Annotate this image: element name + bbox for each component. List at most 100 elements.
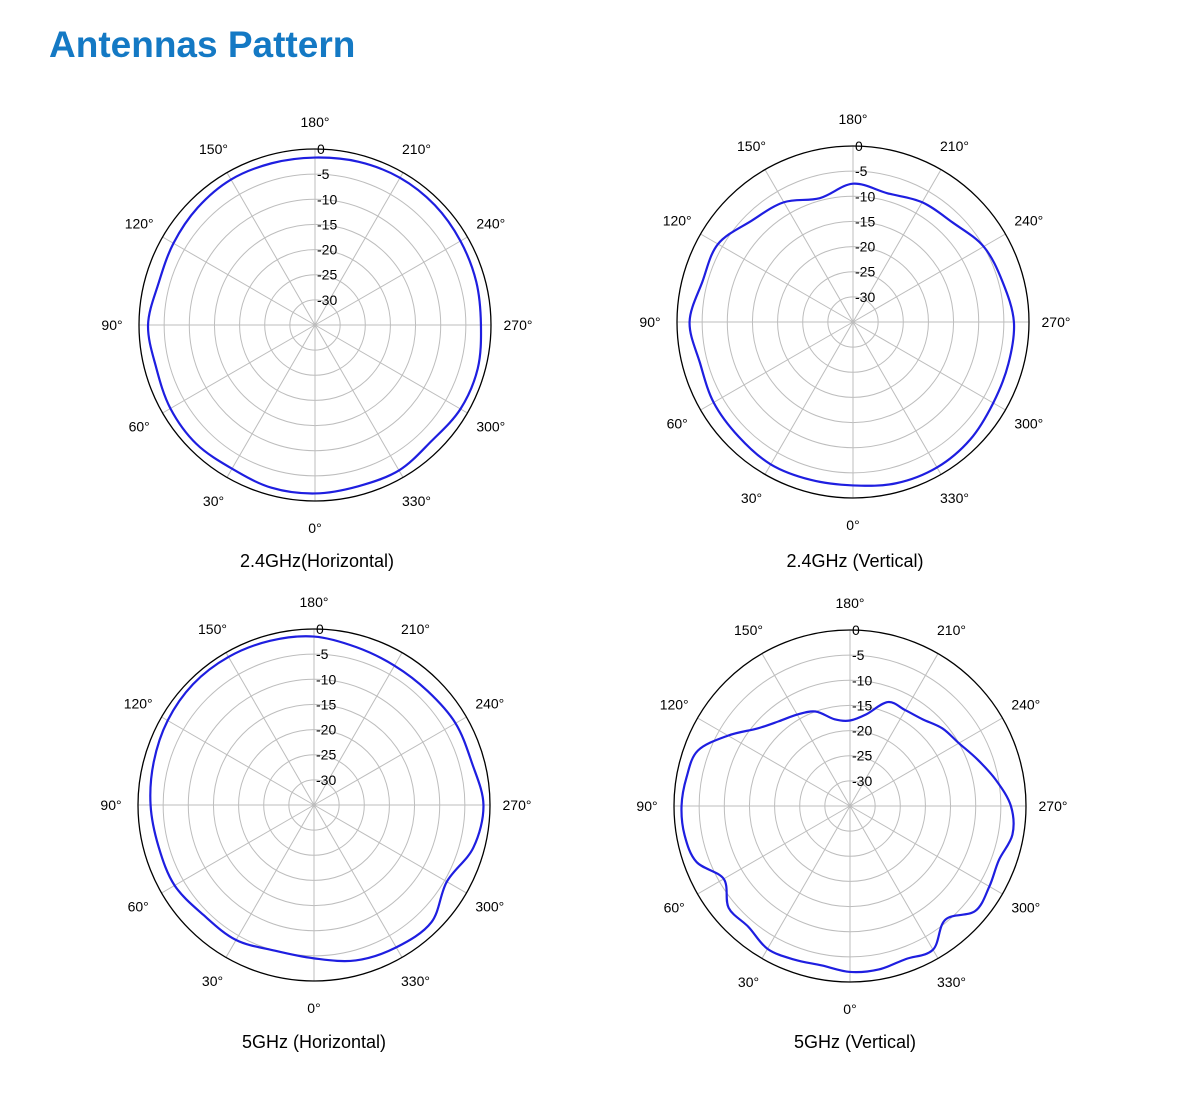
radiation-pattern-trace xyxy=(146,156,483,495)
radial-tick-label: 0 xyxy=(855,138,863,154)
radial-tick-label: 0 xyxy=(317,141,325,157)
angle-tick-label: 330° xyxy=(402,493,431,509)
chart-caption: 5GHz (Horizontal) xyxy=(241,1032,387,1052)
chart-caption: 5GHz (Vertical) xyxy=(793,1032,917,1052)
angle-tick-label: 180° xyxy=(300,594,329,610)
angle-tick-label: 120° xyxy=(663,213,692,229)
radial-tick-label: -5 xyxy=(852,647,865,663)
angle-tick-label: 30° xyxy=(203,493,224,509)
angle-tick-label: 60° xyxy=(664,900,685,916)
radial-tick-label: -30 xyxy=(316,772,336,788)
grid-spoke xyxy=(764,321,854,475)
angle-tick-label: 210° xyxy=(937,622,966,638)
grid-spoke xyxy=(225,652,315,806)
angle-tick-label: 90° xyxy=(639,314,660,330)
angle-tick-label: 270° xyxy=(1042,314,1071,330)
radial-tick-label: -5 xyxy=(855,163,868,179)
grid-spoke xyxy=(162,236,316,326)
radial-tick-label: -30 xyxy=(855,289,875,305)
radial-tick-label: -30 xyxy=(852,773,872,789)
grid-spoke xyxy=(225,804,315,958)
polar-plot-svg: 0 -5 -10 -15 -20 -25 -30 0° 30° 60° 90° 120° 150° 180… xyxy=(101,114,532,536)
angle-tick-label: 60° xyxy=(128,899,149,915)
angle-tick-label: 270° xyxy=(1039,798,1068,814)
angle-tick-label: 210° xyxy=(401,621,430,637)
radial-tick-label: -25 xyxy=(852,748,872,764)
radial-tick-label: -25 xyxy=(317,267,337,283)
angle-tick-label: 240° xyxy=(1011,697,1040,713)
grid-spoke xyxy=(314,324,404,478)
radial-tick-label: -15 xyxy=(317,216,337,232)
angle-tick-label: 60° xyxy=(129,419,150,435)
page-title: Antennas Pattern xyxy=(49,24,356,65)
grid-spoke xyxy=(162,324,316,414)
angle-tick-label: 210° xyxy=(402,141,431,157)
radial-tick-label: -5 xyxy=(316,646,329,662)
radial-tick-label: -25 xyxy=(855,264,875,280)
grid-spoke xyxy=(852,169,942,323)
angle-tick-label: 120° xyxy=(124,696,153,712)
angle-tick-label: 150° xyxy=(199,141,228,157)
angle-tick-label: 300° xyxy=(476,419,505,435)
angle-tick-label: 0° xyxy=(307,1000,320,1016)
angle-tick-label: 90° xyxy=(636,798,657,814)
angle-tick-label: 270° xyxy=(503,797,532,813)
grid-spoke xyxy=(852,321,942,475)
angle-tick-label: 240° xyxy=(476,216,505,232)
polar-chart-5ghz-horizontal: 0 -5 -10 -15 -20 -25 -30 0° 30° 60° 90° 120° 150° 180… xyxy=(74,565,554,1045)
angle-tick-label: 180° xyxy=(836,595,865,611)
grid-spoke xyxy=(313,804,403,958)
angle-tick-label: 180° xyxy=(301,114,330,130)
angle-tick-label: 0° xyxy=(846,517,859,533)
grid-spoke xyxy=(697,805,851,895)
angle-tick-label: 30° xyxy=(738,974,759,990)
radial-tick-label: -10 xyxy=(855,188,875,204)
radial-tick-label: -20 xyxy=(855,239,875,255)
angle-tick-label: 120° xyxy=(660,697,689,713)
grid-spoke xyxy=(226,172,316,326)
polar-frame xyxy=(137,628,491,982)
grid-spoke xyxy=(849,805,1003,895)
polar-plot-svg: 0 -5 -10 -15 -20 -25 -30 0° 30° 60° 90° 120° 150° 180… xyxy=(100,594,532,1016)
radial-tick-label: -20 xyxy=(316,722,336,738)
angle-tick-label: 330° xyxy=(401,973,430,989)
radial-tick-label: -25 xyxy=(316,747,336,763)
angle-tick-label: 90° xyxy=(101,317,122,333)
grid-spoke xyxy=(852,233,1006,323)
angle-tick-label: 210° xyxy=(940,138,969,154)
grid-spoke xyxy=(849,805,939,959)
radiation-pattern-trace xyxy=(149,635,485,963)
chart-caption: 2.4GHz(Horizontal) xyxy=(239,551,395,571)
radial-tick-label: -30 xyxy=(317,292,337,308)
angle-tick-label: 240° xyxy=(475,696,504,712)
radiation-pattern-trace xyxy=(680,700,1015,974)
grid-spoke xyxy=(314,324,468,414)
angle-tick-label: 180° xyxy=(839,111,868,127)
grid-spoke xyxy=(161,716,315,806)
grid-spoke xyxy=(314,172,404,326)
grid-spoke xyxy=(313,804,467,894)
angle-tick-label: 30° xyxy=(202,973,223,989)
radial-tick-label: -10 xyxy=(316,671,336,687)
angle-tick-label: 0° xyxy=(843,1001,856,1017)
polar-plot-svg: 0 -5 -10 -15 -20 -25 -30 0° 30° 60° 90° 120° 150° 180… xyxy=(639,111,1071,533)
polar-frame xyxy=(676,145,1030,499)
radial-tick-label: 0 xyxy=(852,622,860,638)
radiation-pattern-trace xyxy=(688,182,1016,487)
grid-spoke xyxy=(764,169,854,323)
radial-tick-label: -15 xyxy=(855,213,875,229)
grid-spoke xyxy=(313,652,403,806)
angle-tick-label: 300° xyxy=(1014,416,1043,432)
grid-spoke xyxy=(700,321,854,411)
radial-tick-label: -20 xyxy=(852,723,872,739)
radial-tick-label: -20 xyxy=(317,242,337,258)
angle-tick-label: 240° xyxy=(1014,213,1043,229)
angle-tick-label: 330° xyxy=(937,974,966,990)
angle-tick-label: 90° xyxy=(100,797,121,813)
grid-spoke xyxy=(761,653,851,807)
grid-spoke xyxy=(161,804,315,894)
angle-tick-label: 120° xyxy=(125,216,154,232)
angle-tick-label: 150° xyxy=(737,138,766,154)
grid-spoke xyxy=(226,324,316,478)
grid-spoke xyxy=(314,236,468,326)
